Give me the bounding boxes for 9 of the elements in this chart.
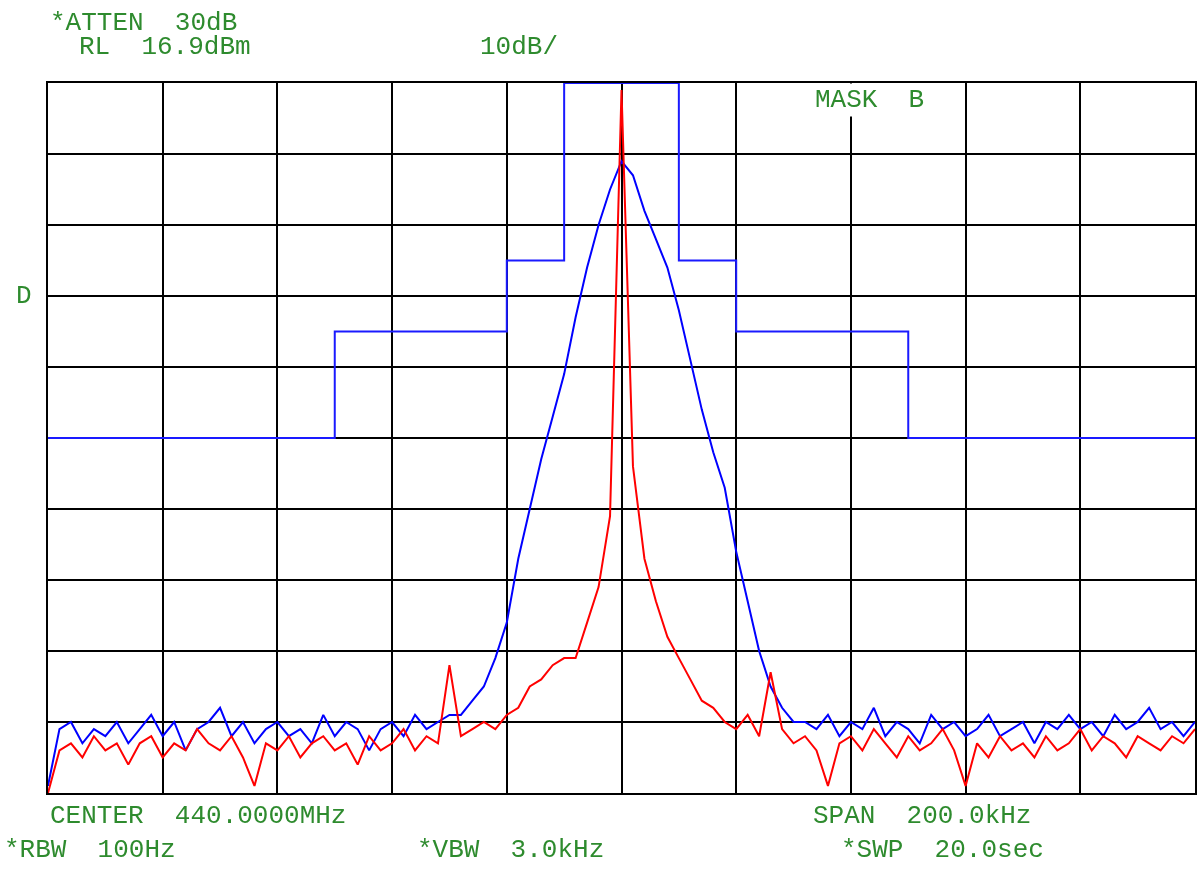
text: D [16,281,32,311]
text: SPAN 200.0kHz [813,801,1032,831]
text: *VBW 3.0kHz [417,835,605,865]
text: RL 16.9dBm [79,32,251,62]
text: *RBW 100Hz [4,835,176,865]
text: CENTER 440.0000MHz [50,801,347,831]
annotation: MASK B [815,85,925,115]
text: *SWP 20.0sec [841,835,1044,865]
text: 10dB/ [480,32,559,62]
